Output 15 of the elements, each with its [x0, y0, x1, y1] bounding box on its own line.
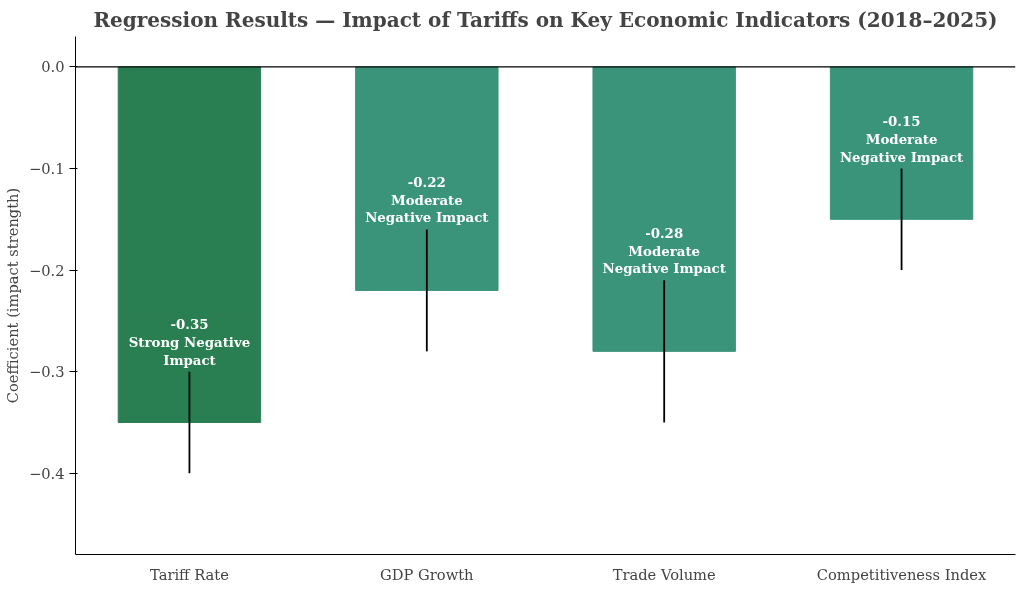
x-tick-label: Trade Volume: [612, 565, 716, 583]
x-tick-label: GDP Growth: [380, 565, 475, 583]
y-tick-label: −0.2: [28, 261, 65, 279]
y-tick-label: −0.4: [28, 464, 65, 482]
data-label: -0.28 Moderate Negative Impact: [602, 225, 727, 277]
y-tick-label: −0.1: [28, 160, 65, 178]
y-tick-label: −0.3: [28, 363, 65, 381]
y-axis-title: Coefficient (impact strength): [3, 187, 21, 404]
data-label: -0.35 Strong Negative Impact: [128, 316, 251, 368]
chart-title: Regression Results — Impact of Tariffs on Key Economic Indicators (2018–2025): [93, 7, 998, 32]
data-label: -0.15 Moderate Negative Impact: [839, 113, 965, 165]
data-label: -0.22 Moderate Negative Impact: [365, 174, 490, 226]
x-tick-label: Competitiveness Index: [816, 565, 988, 583]
y-tick-label: 0.0: [41, 58, 65, 76]
x-tick-label: Tariff Rate: [150, 565, 229, 583]
